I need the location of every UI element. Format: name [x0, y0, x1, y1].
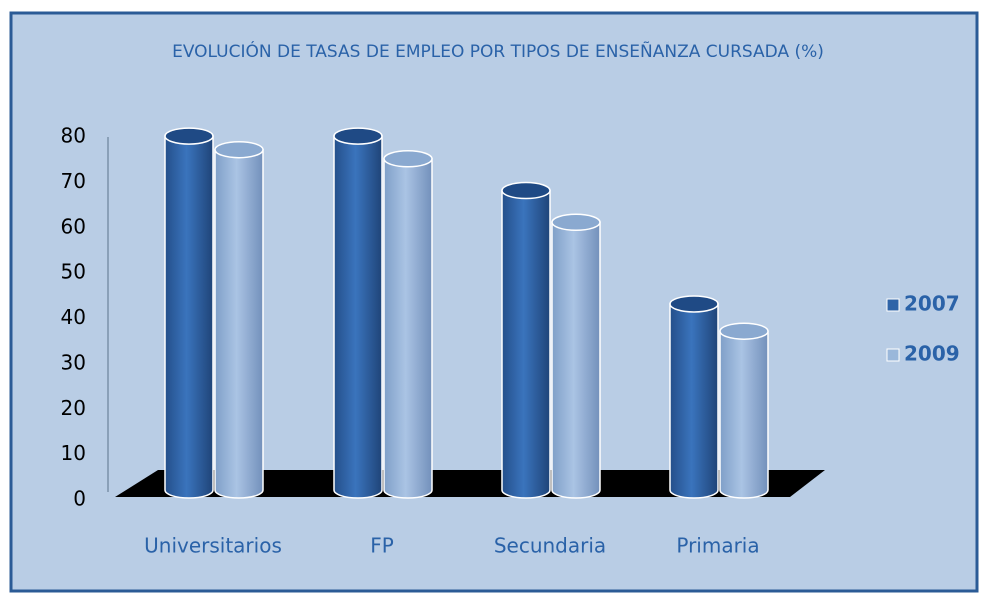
legend-label: 2009 [904, 342, 960, 366]
bar-top [501, 181, 551, 200]
x-tick-label: Secundaria [494, 534, 606, 558]
bar-top [383, 150, 433, 168]
bar-top [333, 127, 383, 145]
y-tick-label: 60 [61, 214, 86, 238]
bar [333, 135, 383, 499]
y-tick-label: 50 [61, 260, 86, 284]
chart-title: EVOLUCIÓN DE TASAS DE EMPLEO POR TIPOS D… [172, 40, 824, 62]
x-tick-label: Primaria [676, 534, 759, 558]
y-tick-label: 40 [61, 305, 86, 329]
y-tick-label: 10 [61, 441, 86, 465]
legend-swatch [886, 348, 900, 362]
bar [383, 158, 433, 499]
bar-top [214, 140, 264, 159]
bar [214, 148, 264, 499]
floor [115, 470, 825, 497]
y-tick-label: 30 [61, 350, 86, 374]
legend-label: 2007 [904, 292, 960, 316]
y-tick-label: 20 [61, 396, 86, 420]
y-tick-label: 70 [61, 169, 86, 193]
bar [501, 189, 551, 499]
y-tick-label: 80 [61, 124, 86, 148]
bar-top [164, 127, 214, 145]
bar-top [551, 213, 601, 232]
x-tick-label: FP [370, 534, 394, 558]
chart-frame [9, 11, 979, 593]
bar [719, 330, 769, 499]
bar [551, 221, 601, 499]
bar [164, 135, 214, 499]
y-tick-label: 0 [73, 487, 86, 511]
x-tick-label: Universitarios [144, 534, 282, 558]
bar-top [669, 295, 719, 313]
bar [669, 303, 719, 499]
bar-top [719, 322, 769, 340]
legend-swatch [886, 298, 900, 312]
